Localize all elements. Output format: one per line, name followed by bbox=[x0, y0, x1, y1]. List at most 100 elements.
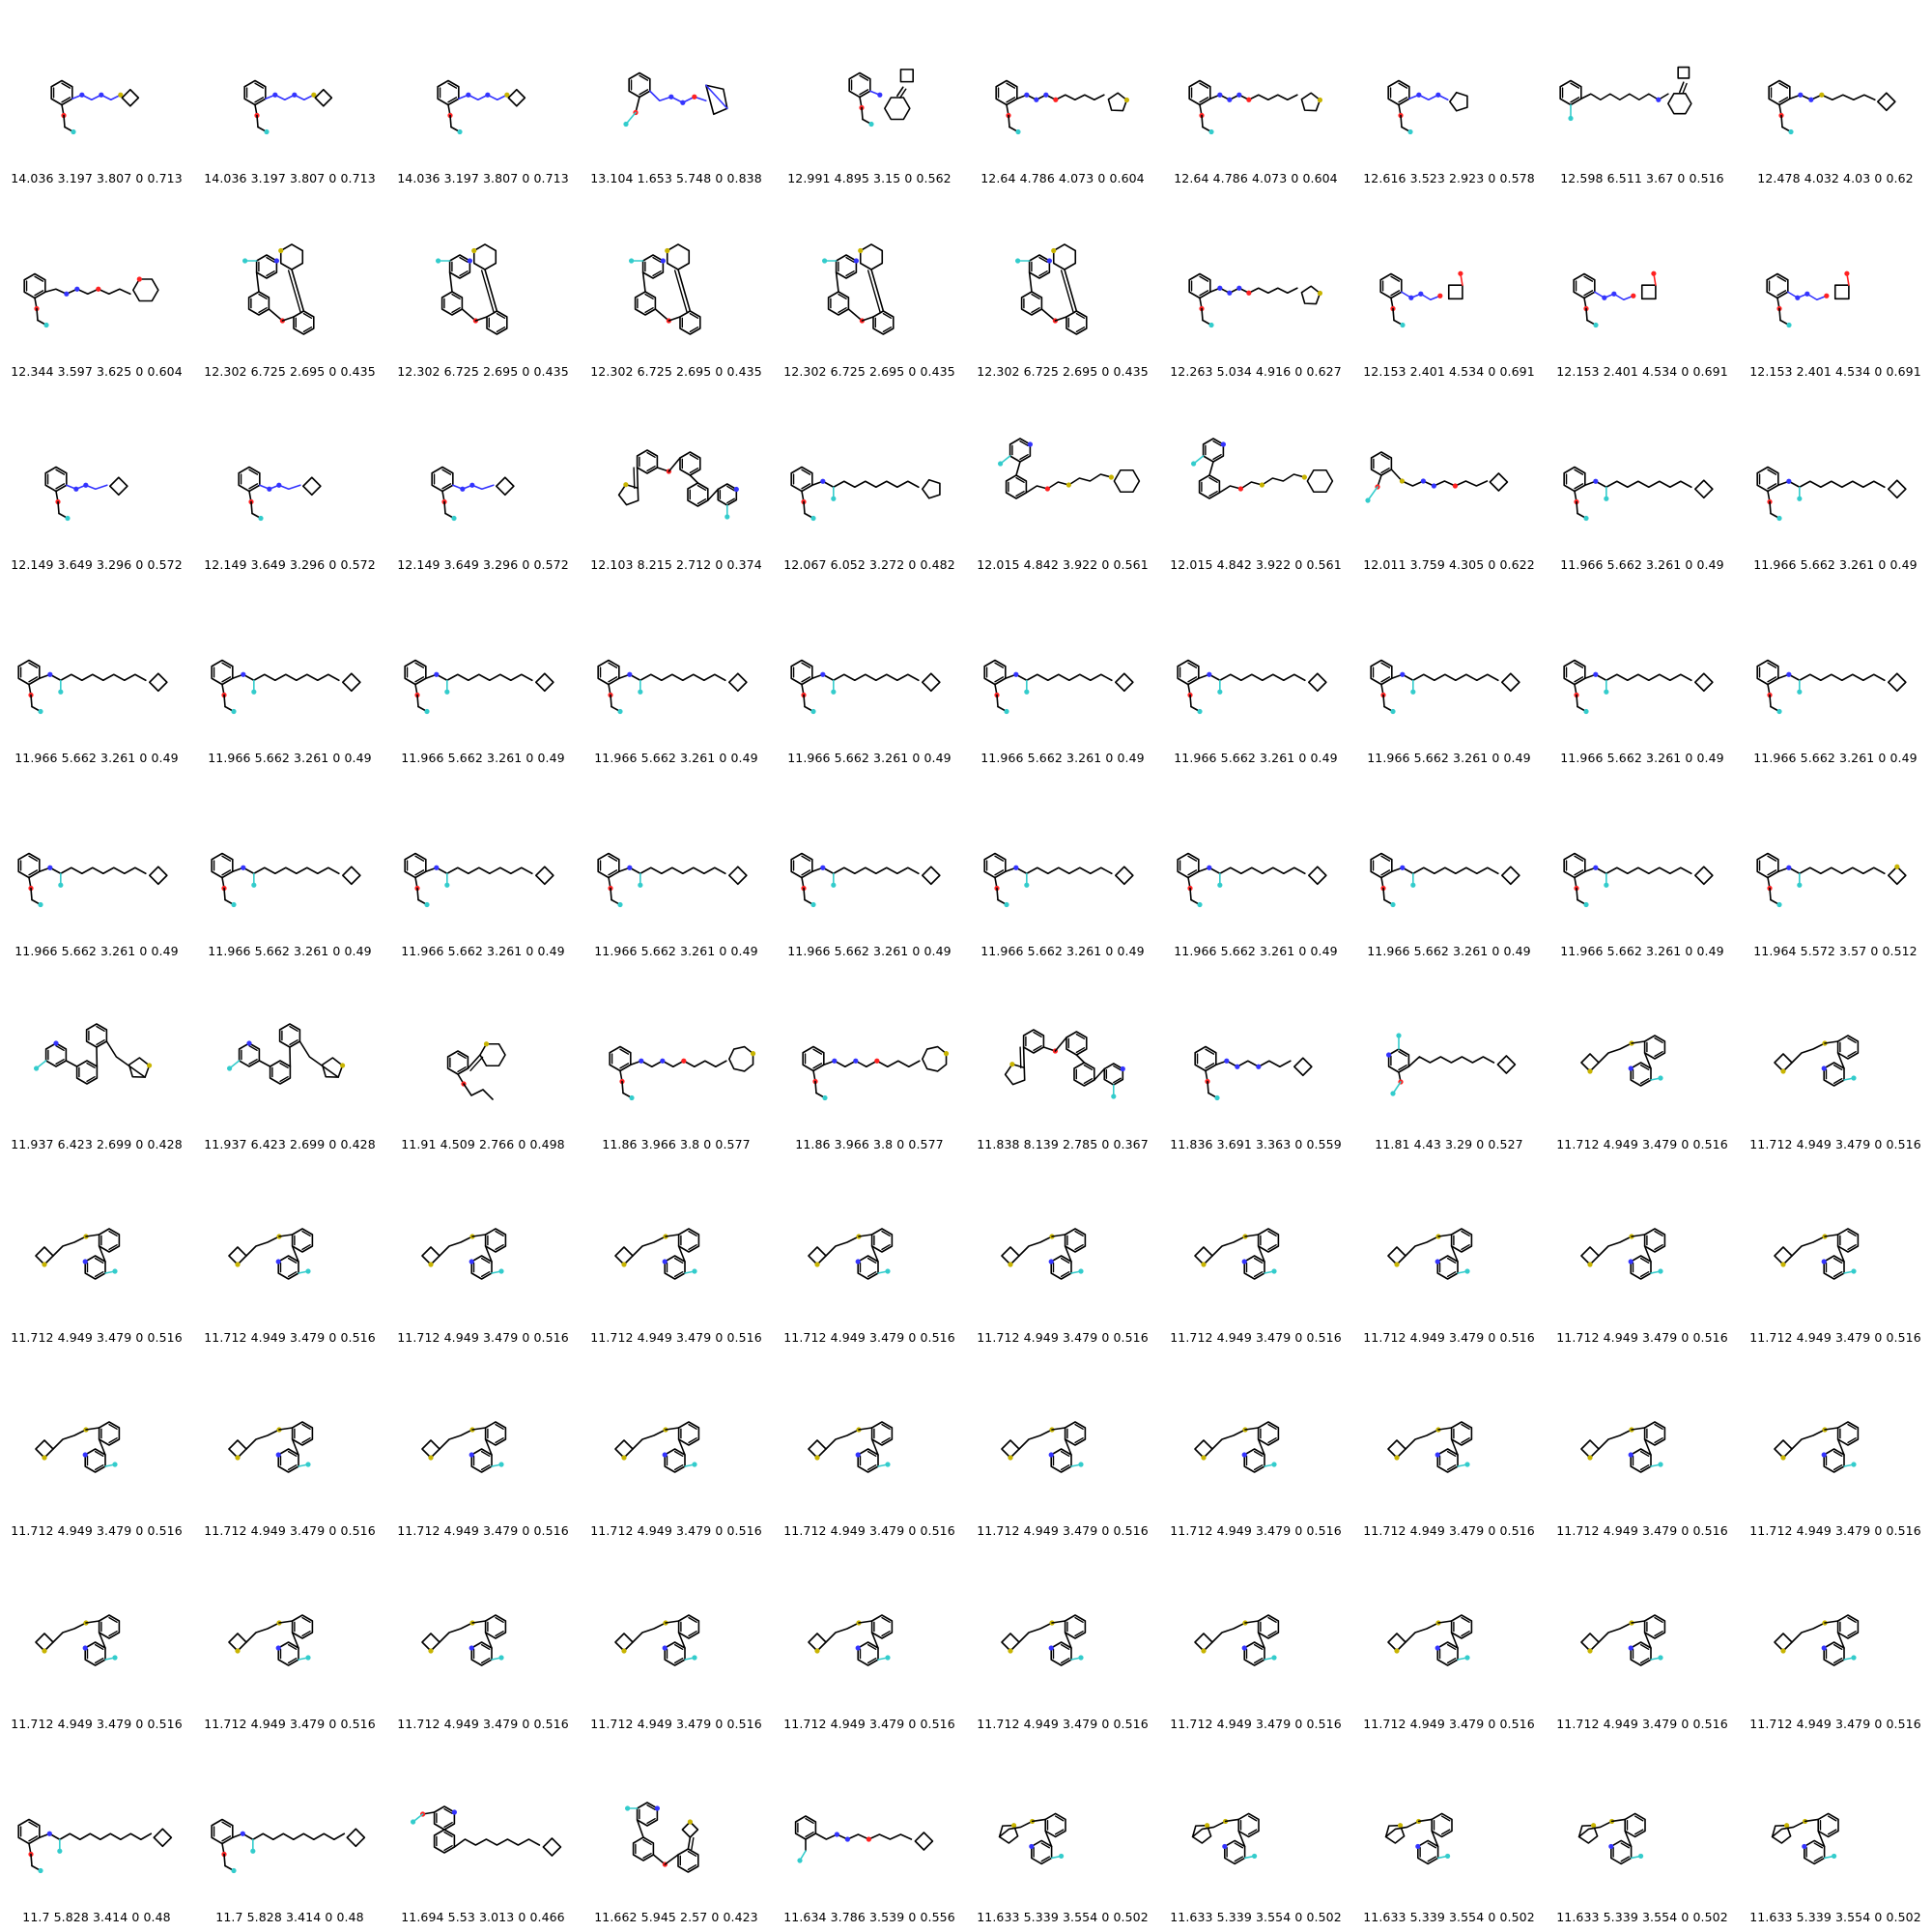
bond bbox=[870, 1245, 879, 1263]
bond bbox=[1015, 461, 1021, 476]
bond bbox=[278, 1234, 294, 1237]
molecule-score-label: 11.633 5.339 3.554 0 0.502 bbox=[1749, 1910, 1921, 1924]
aromatic-double-bond bbox=[221, 1835, 232, 1842]
fluorine-atom bbox=[264, 128, 270, 135]
aromatic-double-bond bbox=[55, 1044, 65, 1052]
fluorine-atom bbox=[65, 515, 71, 522]
thietane-thio-biaryl-structure-icon bbox=[1580, 1228, 1666, 1280]
nitrogen-atom bbox=[1024, 92, 1030, 98]
aromatic-double-bond bbox=[480, 1257, 491, 1264]
aromatic-double-bond bbox=[287, 1657, 298, 1664]
benzene-ring bbox=[848, 71, 871, 99]
molecule-cell: 11.964 5.572 3.57 0 0.512 bbox=[1739, 773, 1932, 966]
benzene-ring bbox=[440, 291, 464, 316]
fluorine-atom bbox=[231, 1867, 237, 1874]
molecule-cell: 12.067 6.052 3.272 0 0.482 bbox=[773, 386, 966, 580]
bond bbox=[255, 271, 260, 293]
thiolane-ring bbox=[321, 1057, 344, 1078]
aromatic-double-bond bbox=[1074, 1423, 1084, 1431]
benzene-ring bbox=[687, 482, 709, 507]
aromatic-double-bond bbox=[28, 676, 39, 683]
molecule-cell: 11.712 4.949 3.479 0 0.516 bbox=[1739, 1159, 1932, 1352]
aromatic-double-bond bbox=[1390, 290, 1401, 297]
aromatic-double-bond bbox=[441, 469, 452, 475]
nitrogen-atom bbox=[1029, 1843, 1035, 1850]
aromatic-double-bond bbox=[1570, 97, 1580, 103]
fluorine-atom bbox=[231, 901, 237, 908]
aromatic-double-bond bbox=[1813, 1842, 1824, 1849]
cyclobutane-ring bbox=[535, 866, 554, 886]
chain bbox=[825, 1429, 860, 1450]
cyclobutane-ring bbox=[535, 672, 554, 693]
bicyclic-ring bbox=[1447, 284, 1463, 300]
bond bbox=[98, 1245, 106, 1263]
aromatic-double-bond bbox=[480, 1450, 491, 1458]
aromatic-double-bond bbox=[457, 1052, 467, 1060]
thiolane-ring bbox=[1577, 1824, 1599, 1844]
polyene-cyclohexadiene-structure-icon bbox=[1559, 66, 1692, 122]
cyclobutane-ring bbox=[1694, 479, 1714, 499]
bond bbox=[1780, 114, 1783, 128]
bond bbox=[1417, 1818, 1434, 1823]
aromatic-double-bond bbox=[801, 469, 811, 475]
bond bbox=[1044, 1830, 1053, 1848]
molecule-cell: 11.966 5.662 3.261 0 0.49 bbox=[1159, 580, 1352, 773]
benzene-ring bbox=[870, 1228, 894, 1253]
aromatic-double-bond bbox=[1006, 97, 1016, 103]
aromatic-double-bond bbox=[1074, 1436, 1084, 1444]
aromatic-double-bond bbox=[1833, 1643, 1843, 1651]
aromatic-double-bond bbox=[28, 1835, 39, 1842]
double-bond bbox=[899, 88, 907, 99]
thietane-ring bbox=[1194, 1246, 1213, 1265]
cyclobutane-ring bbox=[1888, 479, 1907, 499]
molecule-cell: 12.011 3.759 4.305 0 0.622 bbox=[1352, 386, 1546, 580]
aromatic-double-bond bbox=[254, 82, 265, 89]
aromatic-double-bond bbox=[652, 256, 662, 264]
nitrogen-atom bbox=[1628, 1452, 1634, 1458]
aromatic-double-bond bbox=[1847, 1230, 1857, 1237]
aromatic-double-bond bbox=[480, 1643, 491, 1651]
thietane-thio-biaryl-structure-icon bbox=[1001, 1228, 1087, 1280]
exocyclic-double-bond bbox=[687, 1836, 692, 1850]
benzene-ring bbox=[1624, 1812, 1646, 1838]
molecule-score-label: 11.937 6.423 2.699 0 0.428 bbox=[11, 1137, 183, 1151]
bond bbox=[484, 1632, 493, 1649]
bond bbox=[847, 308, 864, 322]
fluorine-atom bbox=[436, 258, 441, 264]
thietane-ring bbox=[1387, 1246, 1406, 1265]
bond bbox=[861, 316, 874, 322]
benzene-ring bbox=[1257, 1421, 1280, 1446]
molecule-score-label: 11.966 5.662 3.261 0 0.49 bbox=[1174, 944, 1338, 958]
benzene-ring bbox=[1387, 79, 1410, 106]
molecule-score-label: 11.712 4.949 3.479 0 0.516 bbox=[1556, 1137, 1728, 1151]
bond bbox=[654, 308, 670, 322]
bond bbox=[1031, 1818, 1047, 1823]
aromatic-double-bond bbox=[1074, 1230, 1084, 1237]
molecule-cell: 12.616 3.523 2.923 0 0.578 bbox=[1352, 0, 1546, 193]
fluorine-atom bbox=[1365, 497, 1371, 503]
aromatic-double-bond bbox=[248, 1044, 258, 1052]
thietane-thio-biaryl-structure-icon bbox=[1001, 1421, 1087, 1473]
chain bbox=[998, 1820, 1034, 1838]
sulfur-atom bbox=[1783, 1823, 1790, 1829]
aromatic-double-bond bbox=[642, 1838, 652, 1846]
bond bbox=[621, 1080, 624, 1094]
bond bbox=[471, 1620, 487, 1624]
nitrogen-atom bbox=[1235, 1064, 1240, 1069]
molecule-score-label: 11.966 5.662 3.261 0 0.49 bbox=[787, 944, 952, 958]
benzene-ring bbox=[872, 310, 895, 335]
aromatic-double-bond bbox=[108, 1630, 118, 1637]
aromatic-double-bond bbox=[1380, 855, 1391, 862]
thietane-ring bbox=[1194, 1633, 1213, 1652]
bond bbox=[1189, 887, 1192, 901]
molecule-cell: 12.149 3.649 3.296 0 0.572 bbox=[0, 386, 193, 580]
pyridine-ring bbox=[1050, 1448, 1072, 1473]
aromatic-double-bond bbox=[1019, 440, 1029, 447]
aromatic-double-bond bbox=[61, 82, 71, 89]
aromatic-double-bond bbox=[689, 453, 699, 461]
fluorine-atom bbox=[1776, 901, 1782, 908]
aromatic-double-bond bbox=[1634, 1815, 1644, 1822]
thiane-ring bbox=[1113, 469, 1141, 494]
benzene-ring bbox=[677, 1848, 699, 1873]
aromatic-double-bond bbox=[689, 312, 699, 320]
